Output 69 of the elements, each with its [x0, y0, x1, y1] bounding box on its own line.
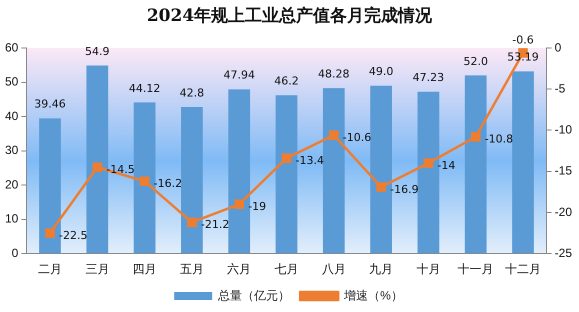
data-label: 48.28	[318, 68, 350, 81]
y2-tick-label: 0	[554, 40, 562, 54]
point	[424, 158, 434, 168]
x-tick-label: 六月	[227, 262, 252, 276]
y-tick-label: 50	[4, 74, 19, 89]
data-label: 39.46	[34, 98, 66, 111]
bar	[39, 118, 61, 254]
data-label: -14.5	[106, 163, 135, 176]
bar	[86, 65, 108, 254]
x-tick-label: 九月	[369, 262, 394, 276]
y-tick-label: 20	[4, 177, 19, 192]
y-tick-label: 30	[4, 143, 19, 158]
data-label: -16.2	[154, 177, 182, 190]
y2-tick-label: -15	[554, 164, 572, 178]
point	[187, 218, 197, 228]
bar	[276, 95, 298, 254]
bar	[322, 88, 345, 254]
point	[376, 182, 386, 192]
y-tick-label: 60	[4, 40, 19, 54]
legend-label: 增速（%）	[343, 288, 403, 302]
data-label: 49.0	[368, 65, 394, 78]
point	[92, 162, 102, 172]
bar	[464, 75, 487, 254]
y-tick-label: 40	[4, 108, 19, 123]
y2-tick-label: -25	[554, 246, 572, 260]
bar	[418, 92, 440, 254]
data-label: 46.2	[274, 74, 299, 88]
y2-tick-label: -20	[554, 204, 572, 219]
data-label: -0.6	[512, 33, 534, 46]
data-label: -13.4	[296, 154, 324, 168]
bar	[512, 71, 534, 254]
x-tick-label: 十二月	[505, 262, 542, 276]
data-label: 47.23	[412, 71, 444, 84]
data-label: 44.12	[128, 82, 160, 95]
x-tick-label: 十月	[416, 262, 440, 276]
y2-tick-label: -5	[554, 81, 566, 96]
data-label: -22.5	[59, 228, 88, 242]
y2-tick-label: -10	[554, 122, 572, 137]
x-tick-label: 五月	[180, 262, 204, 276]
x-tick-label: 七月	[274, 262, 298, 276]
data-label: -19	[248, 200, 266, 214]
chart-title: 2024年规上工业总产值各月完成情况	[146, 5, 434, 27]
data-label: 52.0	[463, 54, 488, 68]
y-tick-label: 0	[12, 246, 19, 260]
data-label: -10.8	[484, 132, 514, 146]
legend-label: 总量（亿元）	[217, 288, 290, 302]
x-tick-label: 十一月	[458, 262, 494, 276]
x-tick-label: 八月	[322, 262, 346, 276]
point	[140, 176, 150, 186]
data-label: 47.94	[223, 68, 255, 82]
point	[282, 153, 292, 163]
data-label: -14	[437, 158, 456, 172]
point	[329, 130, 339, 140]
y-tick-label: 10	[4, 212, 19, 226]
bar	[228, 89, 250, 254]
bar	[134, 102, 156, 254]
point	[470, 132, 480, 142]
bar	[181, 106, 203, 254]
x-tick-label: 三月	[85, 262, 110, 276]
bar	[370, 86, 392, 254]
data-label: -21.2	[200, 218, 230, 232]
data-label: 42.8	[180, 86, 204, 100]
point	[45, 228, 55, 238]
data-label: -10.6	[342, 131, 372, 144]
x-tick-label: 二月	[38, 262, 62, 276]
point	[234, 199, 244, 210]
data-label: 54.9	[85, 44, 110, 58]
x-tick-label: 四月	[132, 262, 157, 276]
data-label: -16.9	[390, 182, 419, 196]
